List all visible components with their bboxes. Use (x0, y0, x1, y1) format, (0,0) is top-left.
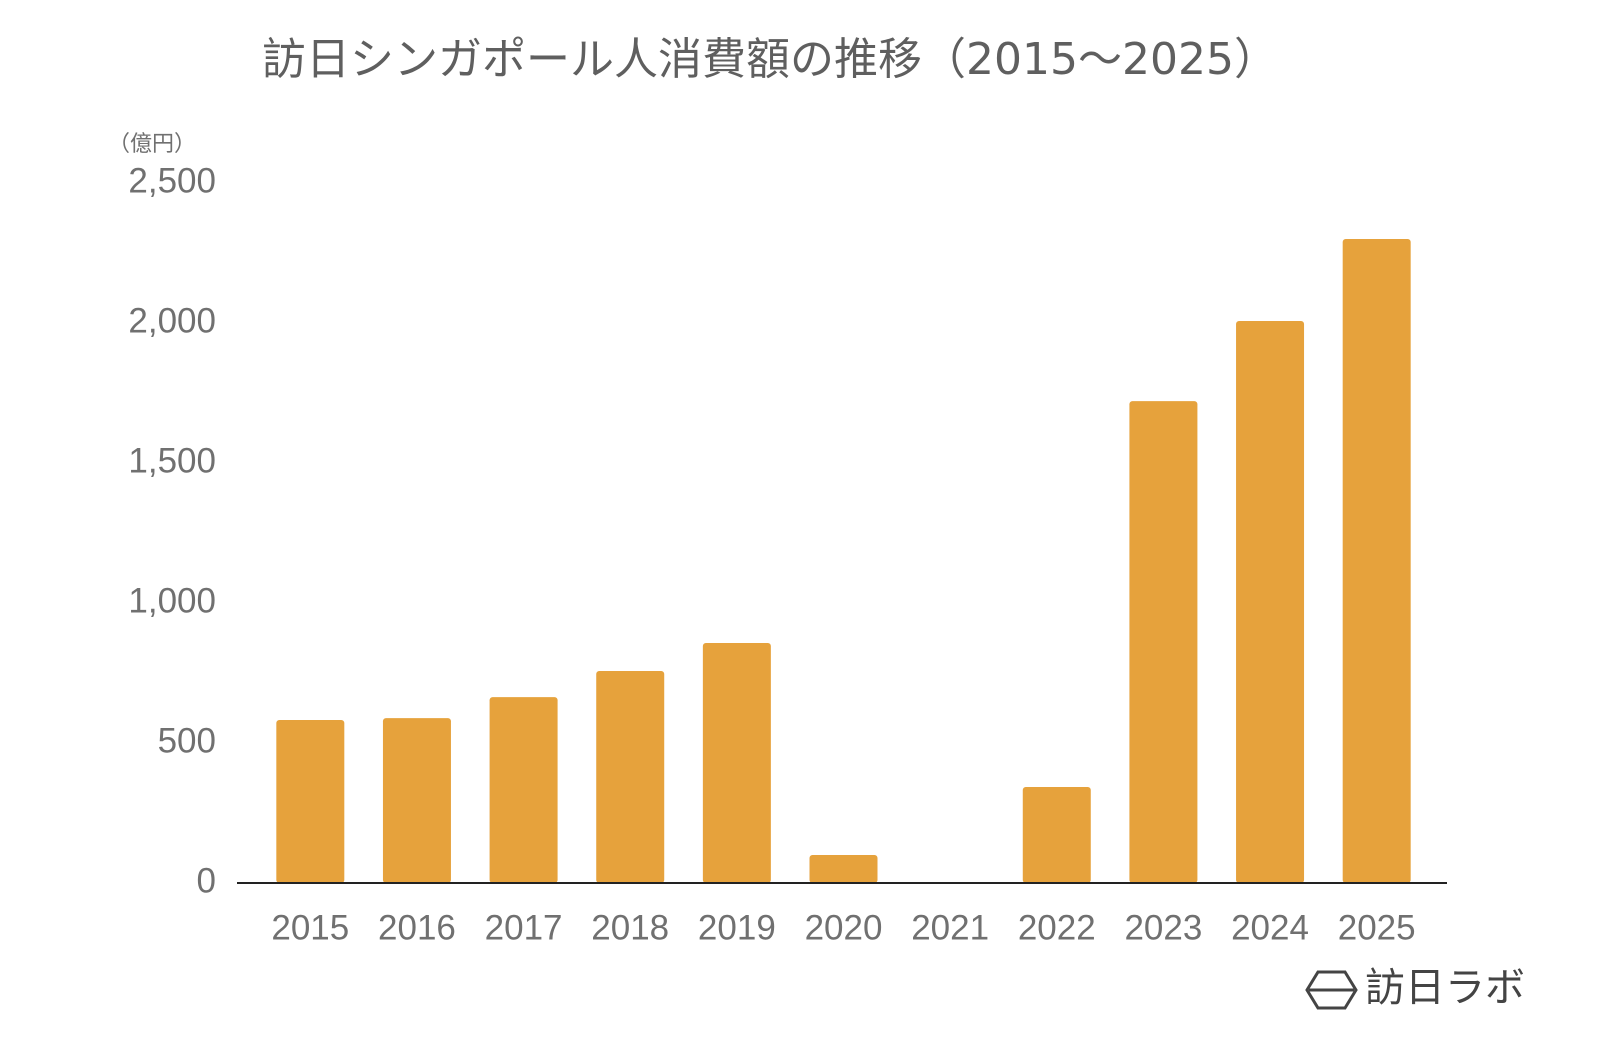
chart-title: 訪日シンガポール人消費額の推移（2015〜2025） (262, 34, 1278, 85)
bar (382, 718, 451, 883)
bar (489, 697, 558, 883)
logo-text: 訪日ラボ (1365, 965, 1525, 1011)
bar (596, 671, 665, 883)
x-tick-label: 2018 (591, 908, 669, 947)
x-tick-label: 2019 (698, 908, 776, 947)
bar (809, 855, 878, 883)
x-tick-label: 2022 (1018, 908, 1096, 947)
y-tick-label: 1,500 (128, 441, 216, 480)
x-tick-label: 2017 (485, 908, 563, 947)
bar (1022, 786, 1091, 883)
bar (1236, 321, 1305, 883)
logo-icon (1305, 970, 1358, 1010)
y-tick-label: 0 (197, 861, 216, 900)
bar (702, 643, 771, 883)
y-axis-unit: （億円） (108, 132, 196, 157)
x-tick-label: 2021 (911, 908, 989, 947)
bar (1342, 239, 1411, 883)
bar (276, 720, 345, 883)
logo: 訪日ラボ (1305, 965, 1525, 1011)
x-tick-label: 2023 (1124, 908, 1202, 947)
x-tick-label: 2016 (378, 908, 456, 947)
x-tick-label: 2025 (1338, 908, 1416, 947)
x-tick-label: 2024 (1231, 908, 1309, 947)
x-tick-label: 2020 (805, 908, 883, 947)
y-tick-label: 2,000 (128, 301, 216, 340)
x-tick-label: 2015 (271, 908, 349, 947)
y-tick-label: 1,000 (128, 581, 216, 620)
y-tick-label: 2,500 (128, 161, 216, 200)
y-tick-label: 500 (158, 721, 216, 760)
bar (1129, 401, 1198, 883)
